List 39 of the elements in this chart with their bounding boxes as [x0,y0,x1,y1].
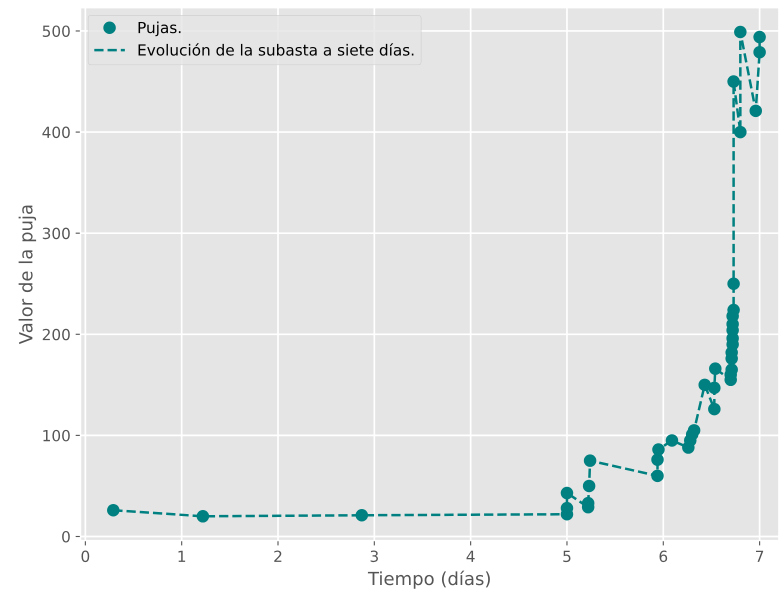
y-tick-label: 0 [62,530,70,543]
x-axis-title: Tiempo (días) [368,570,490,589]
x-tick-label: 7 [756,550,764,562]
point [734,126,747,138]
x-tick-label: 2 [274,550,282,562]
point [753,30,766,44]
point [727,75,740,88]
point [734,26,747,38]
y-tick-label: 500 [42,25,70,37]
point [708,382,721,394]
point [708,402,721,416]
point [196,510,210,523]
y-axis-title: Valor de la puja [18,206,36,344]
x-tick-label: 3 [370,550,378,562]
point [560,486,574,500]
point [698,378,711,392]
legend-label: Evolución de la subasta a siete días. [138,43,414,56]
x-tick-label: 5 [563,550,570,562]
point [651,453,664,466]
point [750,104,762,118]
point [709,362,722,375]
legend-label: Pujas. [138,21,180,36]
point [727,277,740,290]
point [753,46,766,58]
point [107,504,120,516]
point [356,509,368,522]
x-tick-label: 1 [178,550,186,562]
y-tick-label: 300 [42,228,70,240]
point [584,454,596,467]
point [582,480,596,492]
x-tick-label: 0 [82,550,90,562]
y-tick-label: 200 [42,328,70,340]
x-tick-label: 4 [466,550,475,562]
point [652,443,665,456]
y-tick-label: 100 [43,430,70,442]
point [651,470,664,482]
y-tick-label: 400 [42,126,70,138]
x-tick-label: 6 [659,550,668,562]
point [666,434,678,447]
